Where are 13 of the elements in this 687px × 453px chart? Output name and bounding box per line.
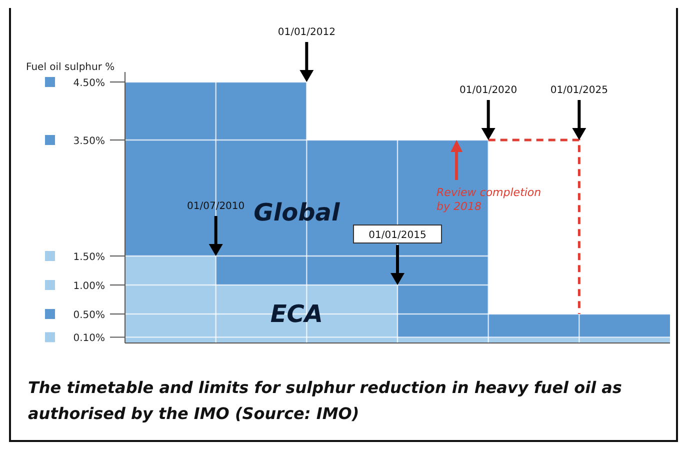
annotation: 01/01/2015 [368, 230, 426, 241]
y-tick-label: 0.50% [73, 310, 105, 321]
annotation: 01/01/2020 [460, 85, 518, 96]
text: 01/01/2012 [278, 27, 336, 38]
y-tick-label: 1.50% [73, 252, 105, 263]
annotation: 01/01/2025 [550, 85, 608, 96]
y-tick-label: 3.50% [73, 136, 105, 147]
text: The timetable and limits for sulphur reduction in heavy fuel oil as authorised by the IMO (Source: IMO) [28, 378, 622, 423]
y-tick-label: 1.00% [73, 281, 105, 292]
y-tick-label: 4.50% [73, 78, 105, 89]
y-axis-title: Fuel oil sulphur % [26, 62, 115, 73]
y-tick-label: 0.10% [73, 333, 105, 344]
series-label: ECA [270, 300, 323, 328]
